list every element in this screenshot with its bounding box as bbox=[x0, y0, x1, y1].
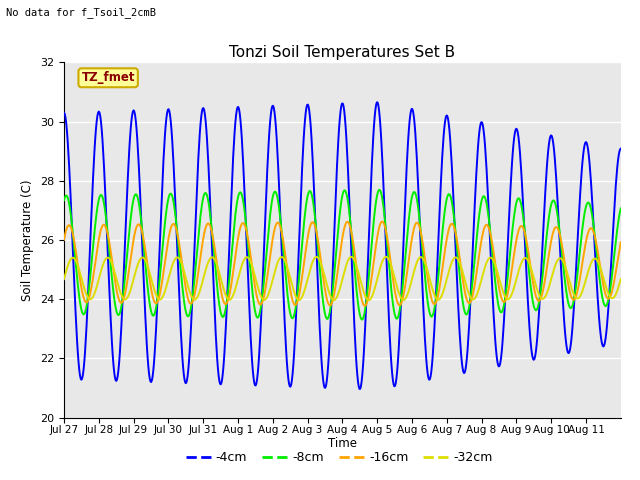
Title: Tonzi Soil Temperatures Set B: Tonzi Soil Temperatures Set B bbox=[229, 45, 456, 60]
Legend: -4cm, -8cm, -16cm, -32cm: -4cm, -8cm, -16cm, -32cm bbox=[180, 446, 498, 469]
Text: No data for f_Tsoil_2cmB: No data for f_Tsoil_2cmB bbox=[6, 7, 156, 18]
X-axis label: Time: Time bbox=[328, 437, 357, 450]
Y-axis label: Soil Temperature (C): Soil Temperature (C) bbox=[22, 179, 35, 301]
Text: TZ_fmet: TZ_fmet bbox=[81, 71, 135, 84]
